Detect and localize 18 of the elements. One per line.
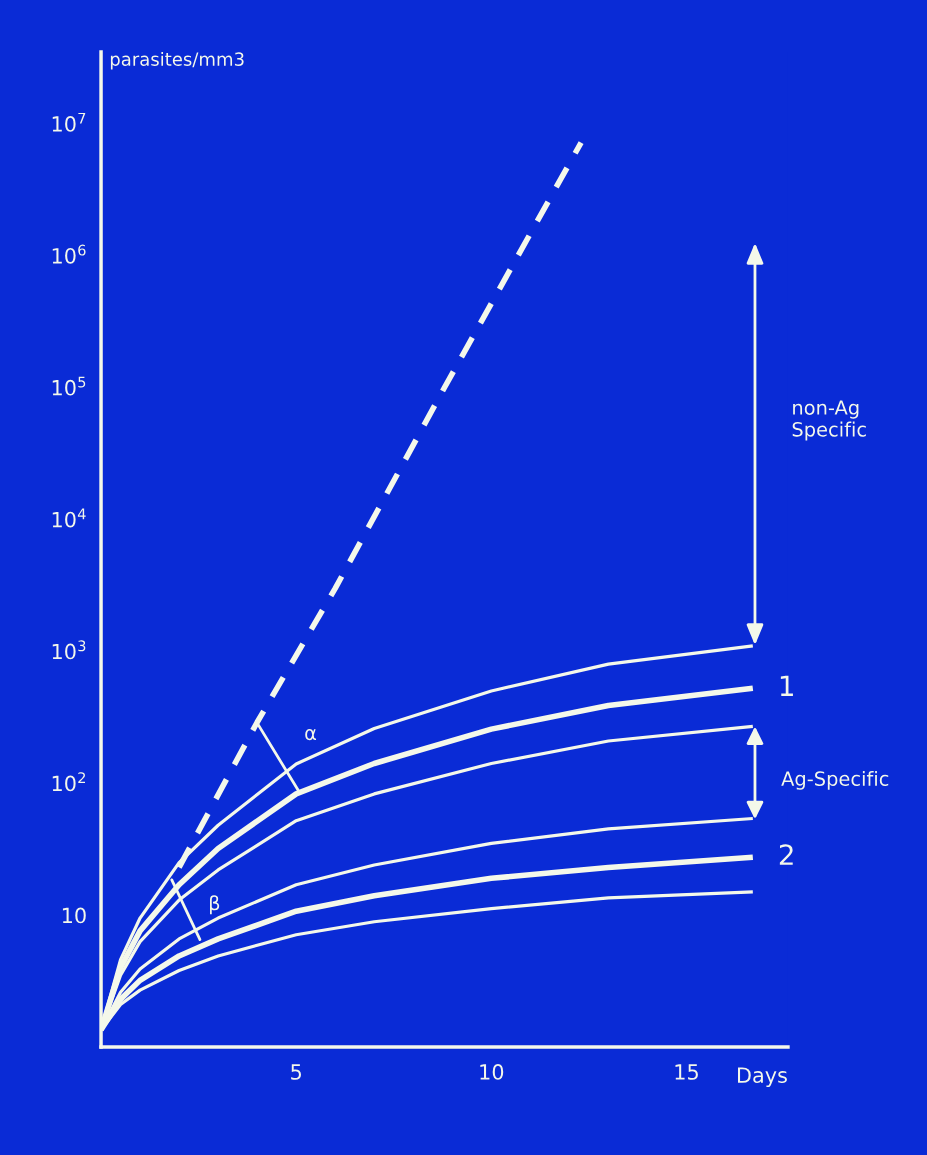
y-tick-label: 10$^{4}$: [52, 508, 86, 528]
y-tick-label: 10$^{2}$: [52, 772, 86, 792]
y-tick-label: 10$^{7}$: [52, 112, 86, 132]
annotation: α: [305, 729, 317, 741]
y-tick-label: 10$^{3}$: [52, 640, 86, 660]
series-label: 1: [780, 675, 793, 696]
annotation: β: [210, 895, 220, 915]
y-tick-label: 10$^{5}$: [52, 376, 86, 396]
y-tick-label: 10$^{6}$: [52, 244, 86, 264]
y-tick-label: 10: [62, 907, 86, 924]
x-axis-title: Days: [738, 1067, 787, 1088]
annotation: Ag-Specific: [781, 770, 889, 790]
x-tick-label: 5: [291, 1064, 301, 1080]
legend-label: 2: [779, 844, 793, 865]
text: non-Ag Specific: [792, 400, 866, 441]
x-tick-label: 15: [675, 1064, 698, 1080]
x-tick-label: 10: [480, 1064, 504, 1080]
y-axis-title: parasites/mm3: [110, 51, 244, 70]
